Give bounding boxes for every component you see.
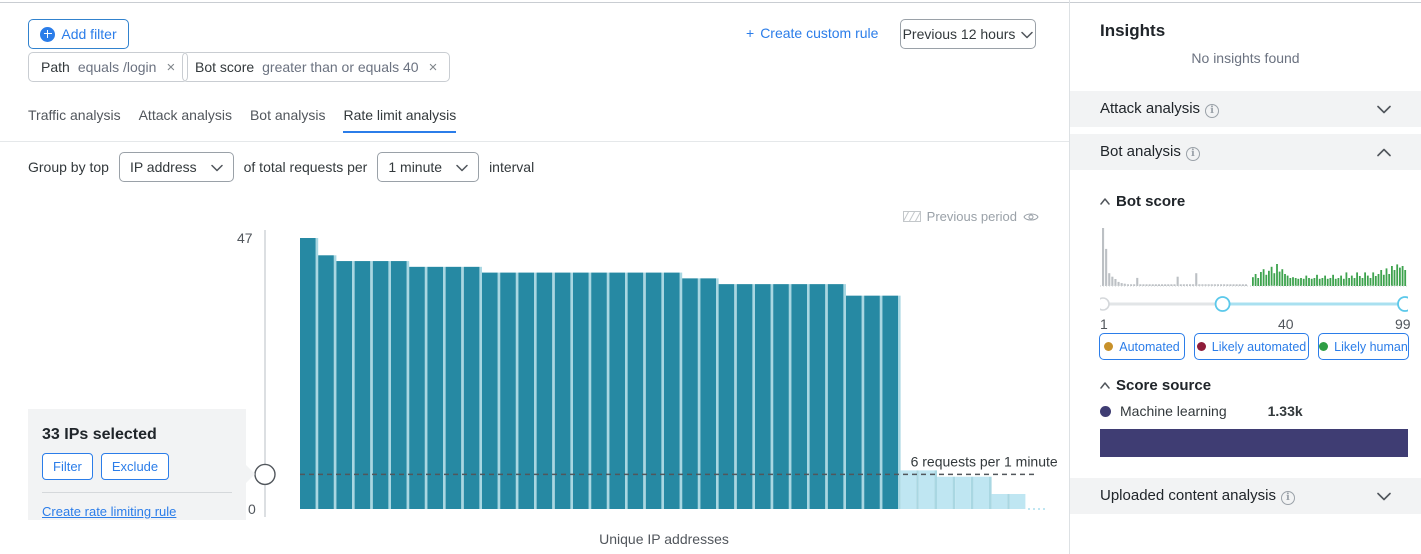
svg-text:Unique IP addresses: Unique IP addresses: [599, 531, 729, 547]
svg-text:47: 47: [237, 230, 253, 246]
svg-text:0: 0: [248, 501, 256, 517]
svg-text:6 requests per 1 minute: 6 requests per 1 minute: [911, 453, 1058, 469]
